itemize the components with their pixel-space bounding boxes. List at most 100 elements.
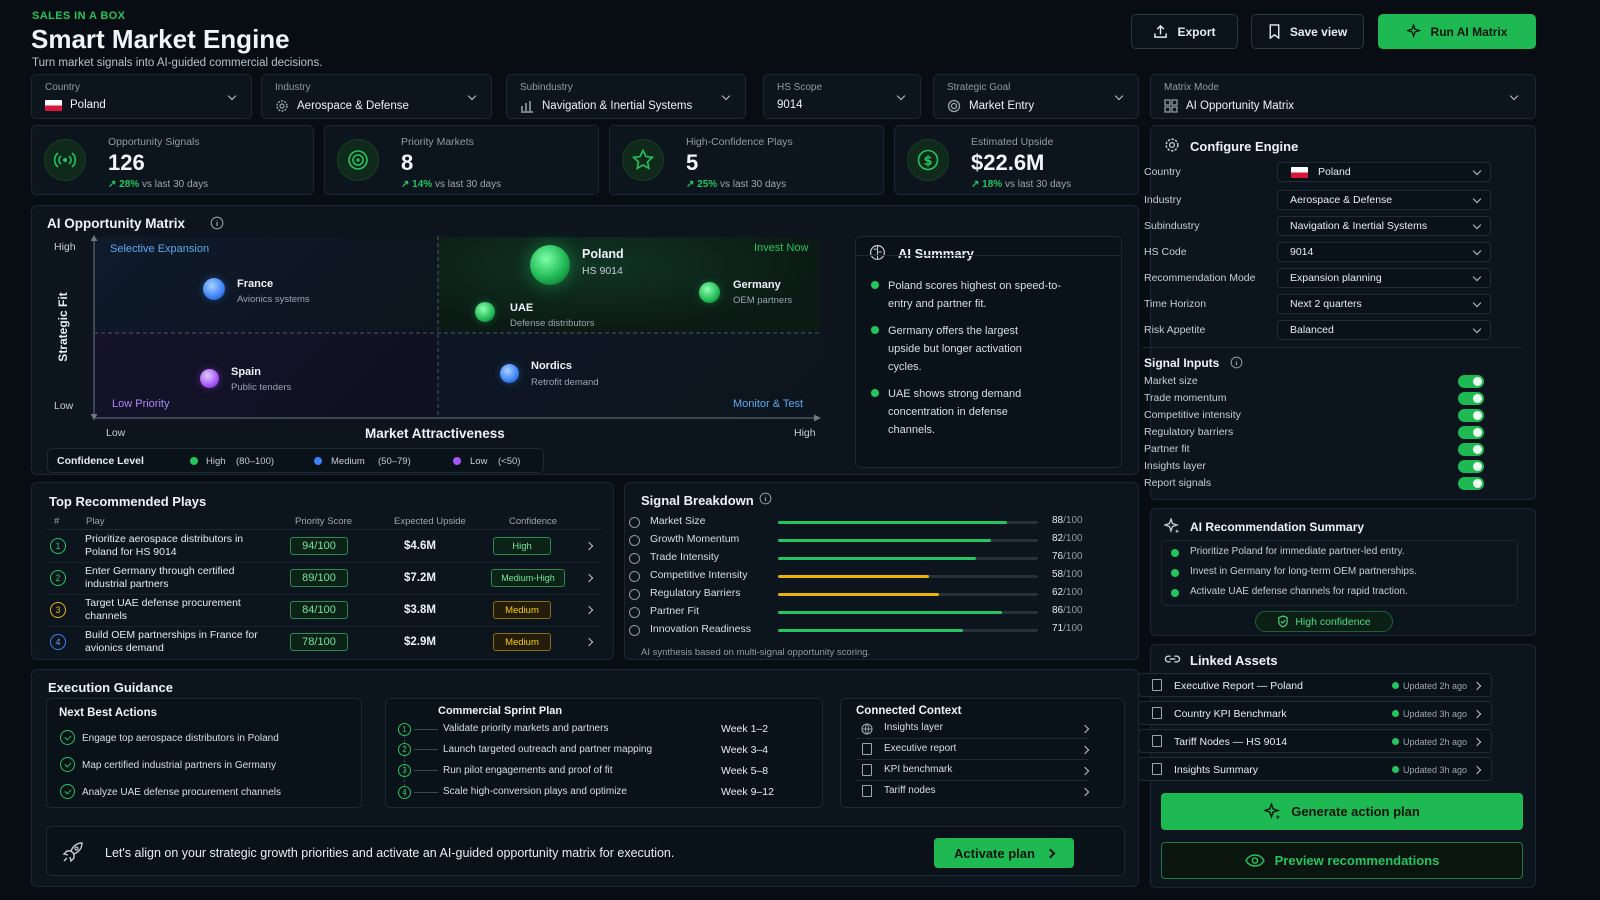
config-risk-appetite-select[interactable]: Balanced: [1277, 320, 1491, 340]
point-nordics[interactable]: [500, 364, 519, 383]
export-button[interactable]: Export: [1131, 14, 1238, 49]
chevron-right-icon: [584, 605, 594, 615]
chevron-right-icon: [1080, 766, 1090, 776]
kpi-delta-value: 14%: [412, 179, 433, 190]
toggle-trade-momentum[interactable]: [1458, 392, 1484, 405]
config-industry-select[interactable]: Aerospace & Defense: [1277, 190, 1491, 210]
play-row[interactable]: 1 Prioritize aerospace distributors in P…: [46, 531, 596, 562]
filter-value: Poland: [70, 99, 106, 111]
eye-icon: [1244, 854, 1265, 867]
context-row-tariff-nodes[interactable]: Tariff nodes: [856, 782, 1090, 802]
gear-icon: [276, 100, 288, 112]
activate-plan-button[interactable]: Activate plan: [934, 838, 1074, 868]
config-time-horizon-select[interactable]: Next 2 quarters: [1277, 294, 1491, 314]
signal-icon: [629, 625, 640, 636]
asset-name: Country KPI Benchmark: [1174, 708, 1287, 720]
point-spain[interactable]: [200, 369, 219, 388]
kpi-delta-note: vs last 30 days: [719, 179, 787, 190]
signal-icon: [629, 535, 640, 546]
linked-asset-row[interactable]: Tariff Nodes — HS 9014 Updated 2h ago: [1138, 729, 1492, 753]
point-france[interactable]: [203, 278, 225, 300]
preview-recommendations-button[interactable]: Preview recommendations: [1161, 842, 1523, 879]
point-germany[interactable]: [699, 282, 720, 303]
play-row[interactable]: 4 Build OEM partnerships in France for a…: [46, 627, 596, 658]
check-circle-icon: [60, 784, 75, 799]
chevron-down-icon: [1509, 91, 1519, 101]
toggle-competitive-intensity[interactable]: [1458, 409, 1484, 422]
asset-updated: Updated 2h ago: [1403, 681, 1468, 691]
matrix-title: AI Opportunity Matrix: [47, 216, 185, 231]
context-row-executive-report[interactable]: Executive report: [856, 740, 1090, 760]
rec-bullet: Prioritize Poland for immediate partner-…: [1190, 546, 1405, 557]
bookmark-icon: [1269, 24, 1280, 39]
play-row[interactable]: 2 Enter Germany through certified indust…: [46, 563, 596, 594]
matrix-axes: [90, 235, 821, 422]
toggle-regulatory-barriers[interactable]: [1458, 426, 1484, 439]
kpi-delta: ↗ 18% vs last 30 days: [971, 179, 1071, 190]
bullet-dot: [871, 389, 879, 397]
signal-score-value: 88: [1052, 515, 1064, 526]
signal-input-label: Market size: [1144, 375, 1198, 387]
toggle-report-signals[interactable]: [1458, 477, 1484, 490]
hs-scope-filter[interactable]: HS Scope 9014: [763, 74, 921, 119]
divider: [46, 529, 602, 530]
nba-item: Map certified industrial partners in Ger…: [82, 760, 276, 771]
kpi-delta-value: 25%: [697, 179, 718, 190]
signal-icon: [629, 607, 640, 618]
activate-plan-label: Activate plan: [954, 845, 1035, 861]
play-upside: $4.6M: [404, 540, 436, 552]
nba-title: Next Best Actions: [59, 707, 157, 719]
asset-name: Insights Summary: [1174, 764, 1259, 776]
signal-bar-fill: [778, 557, 976, 560]
context-label: Executive report: [884, 743, 957, 754]
y-axis-high: High: [54, 241, 76, 253]
point-label: Germany: [733, 279, 781, 291]
config-value: Aerospace & Defense: [1290, 194, 1393, 206]
config-recommendation-mode-select[interactable]: Expansion planning: [1277, 268, 1491, 288]
industry-filter[interactable]: Industry Aerospace & Defense: [261, 74, 492, 119]
info-icon[interactable]: [210, 216, 224, 230]
info-icon[interactable]: [1230, 356, 1243, 369]
chevron-down-icon: [1472, 220, 1482, 230]
config-value: Balanced: [1290, 324, 1334, 336]
info-icon[interactable]: [759, 492, 772, 505]
toggle-partner-fit[interactable]: [1458, 443, 1484, 456]
summary-bullet: Poland scores highest on speed-to-entry …: [888, 280, 1062, 310]
sprint-step-text: Scale high-conversion plays and optimize: [443, 786, 627, 797]
toggle-market-size[interactable]: [1458, 375, 1484, 388]
linked-asset-row[interactable]: Country KPI Benchmark Updated 3h ago: [1138, 701, 1492, 725]
generate-label: Generate action plan: [1291, 804, 1420, 819]
run-ai-matrix-button[interactable]: Run AI Matrix: [1378, 14, 1536, 49]
linked-asset-row[interactable]: Executive Report — Poland Updated 2h ago: [1138, 673, 1492, 697]
country-filter[interactable]: Country Poland: [31, 74, 252, 119]
target-icon: [337, 139, 379, 181]
point-poland[interactable]: [530, 245, 570, 285]
signal-bar-track: [778, 611, 1038, 614]
play-row[interactable]: 3 Target UAE defense procurement channel…: [46, 595, 596, 626]
divider: [1143, 347, 1521, 348]
globe-icon: [861, 723, 873, 735]
generate-action-plan-button[interactable]: Generate action plan: [1161, 793, 1523, 830]
chevron-down-icon: [1472, 166, 1482, 176]
config-value: Next 2 quarters: [1290, 298, 1362, 310]
signal-score: 71/100: [1052, 623, 1083, 634]
toggle-insights-layer[interactable]: [1458, 460, 1484, 473]
strategic-goal-filter[interactable]: Strategic Goal Market Entry: [933, 74, 1139, 119]
subindustry-filter[interactable]: Subindustry Navigation & Inertial System…: [506, 74, 746, 119]
point-uae[interactable]: [475, 302, 495, 322]
save-view-button[interactable]: Save view: [1251, 14, 1364, 49]
sprint-step-text: Run pilot engagements and proof of fit: [443, 765, 613, 776]
signal-score-suffix: /100: [1063, 515, 1083, 526]
kpi-label: Priority Markets: [401, 136, 474, 148]
config-subindustry-select[interactable]: Navigation & Inertial Systems: [1277, 216, 1491, 236]
matrix-mode-filter[interactable]: Matrix Mode AI Opportunity Matrix: [1150, 74, 1536, 119]
config-country-select[interactable]: Poland: [1277, 162, 1491, 182]
signal-label: Partner Fit: [650, 605, 700, 617]
signal-breakdown-title: Signal Breakdown: [641, 493, 754, 508]
context-row-insights[interactable]: Insights layer: [856, 719, 1090, 739]
high-confidence-badge: High confidence: [1255, 611, 1393, 632]
context-row-kpi-benchmark[interactable]: KPI benchmark: [856, 761, 1090, 781]
config-hs-code-select[interactable]: 9014: [1277, 242, 1491, 262]
linked-asset-row[interactable]: Insights Summary Updated 3h ago: [1138, 757, 1492, 781]
confidence-legend: Confidence Level High (80–100) Medium (5…: [47, 448, 544, 473]
